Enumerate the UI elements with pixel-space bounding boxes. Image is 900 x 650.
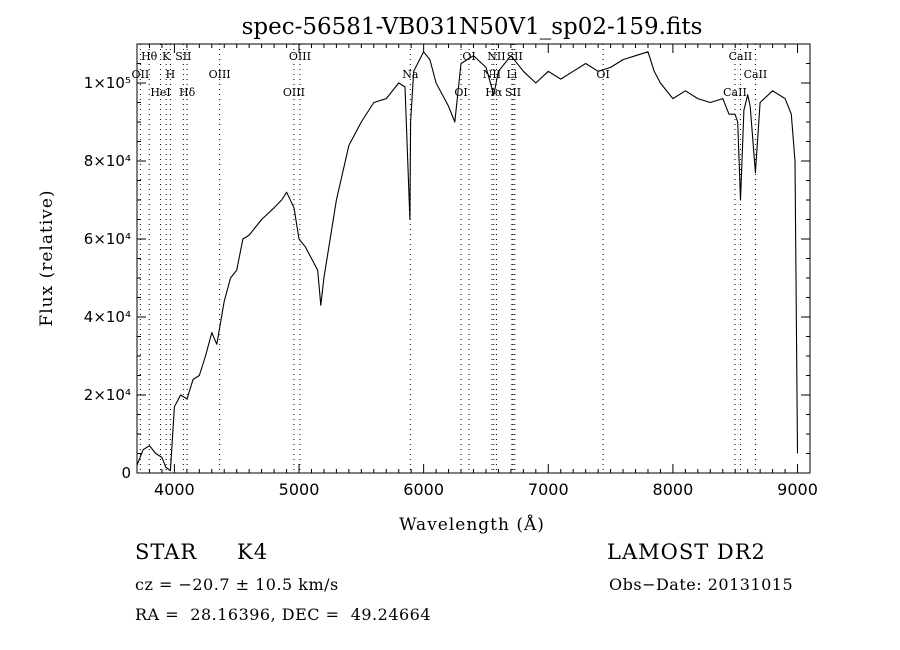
object-class: STAR	[135, 540, 198, 564]
line-label: Hδ	[179, 86, 196, 99]
spectrum-line	[136, 51, 799, 472]
y-tick-label: 4×10⁴	[84, 308, 131, 326]
spectrum-series	[136, 51, 799, 472]
line-label: OI	[462, 50, 475, 63]
x-tick-label: 5000	[279, 480, 320, 499]
line-label: NII	[483, 68, 501, 81]
line-label: SII	[507, 50, 523, 63]
obs-date: Obs−Date: 20131015	[609, 575, 794, 594]
line-label: SII	[505, 86, 521, 99]
line-label: OII	[132, 68, 150, 81]
plot-axes: 4000 5000 6000 7000 8000 9000 0 2×10⁴ 4×10⁴ 6×10⁴…	[84, 43, 818, 499]
line-label: CaII	[729, 50, 753, 63]
x-tick-label: 8000	[653, 480, 694, 499]
line-label: OI	[454, 86, 467, 99]
chart-title: spec-56581-VB031N50V1_sp02-159.fits	[242, 14, 703, 40]
line-label: OIII	[209, 68, 231, 81]
line-label: CaII	[723, 86, 747, 99]
y-tick-label: 1×10⁵	[84, 74, 131, 92]
redshift-readout: cz = −20.7 ± 10.5 km/s	[135, 575, 339, 594]
line-label: OIII	[283, 86, 305, 99]
line-label: CaII	[744, 68, 768, 81]
x-axis-label: Wavelength (Å)	[399, 514, 545, 535]
line-label: H	[166, 68, 176, 81]
x-tick-label: 9000	[777, 480, 818, 499]
line-label: Li	[506, 68, 517, 81]
x-tick-label: 6000	[403, 480, 444, 499]
line-label: Na	[402, 68, 419, 81]
x-tick-label: 7000	[528, 480, 569, 499]
y-tick-label: 2×10⁴	[84, 386, 131, 404]
line-label: Hθ	[141, 50, 158, 63]
y-axis-label: Flux (relative)	[37, 189, 57, 326]
line-label: OIII	[289, 50, 311, 63]
emission-line-markers: HθOIIHeIKHHδSIIOIIIOIIIOIIINaOIOINIIHαNI…	[132, 44, 768, 473]
line-label: SII	[175, 50, 191, 63]
plot-frame	[136, 43, 811, 474]
line-label: HeI	[150, 86, 170, 99]
object-subclass: K4	[237, 540, 269, 564]
coordinates: RA = 28.16396, DEC = 49.24664	[135, 605, 432, 624]
survey-label: LAMOST DR2	[607, 540, 766, 564]
x-tick-label: 4000	[154, 480, 195, 499]
line-label: NII	[487, 50, 505, 63]
line-label: K	[162, 50, 171, 63]
y-tick-label: 8×10⁴	[84, 152, 131, 170]
y-tick-label: 0	[121, 464, 131, 482]
y-tick-label: 6×10⁴	[84, 230, 131, 248]
